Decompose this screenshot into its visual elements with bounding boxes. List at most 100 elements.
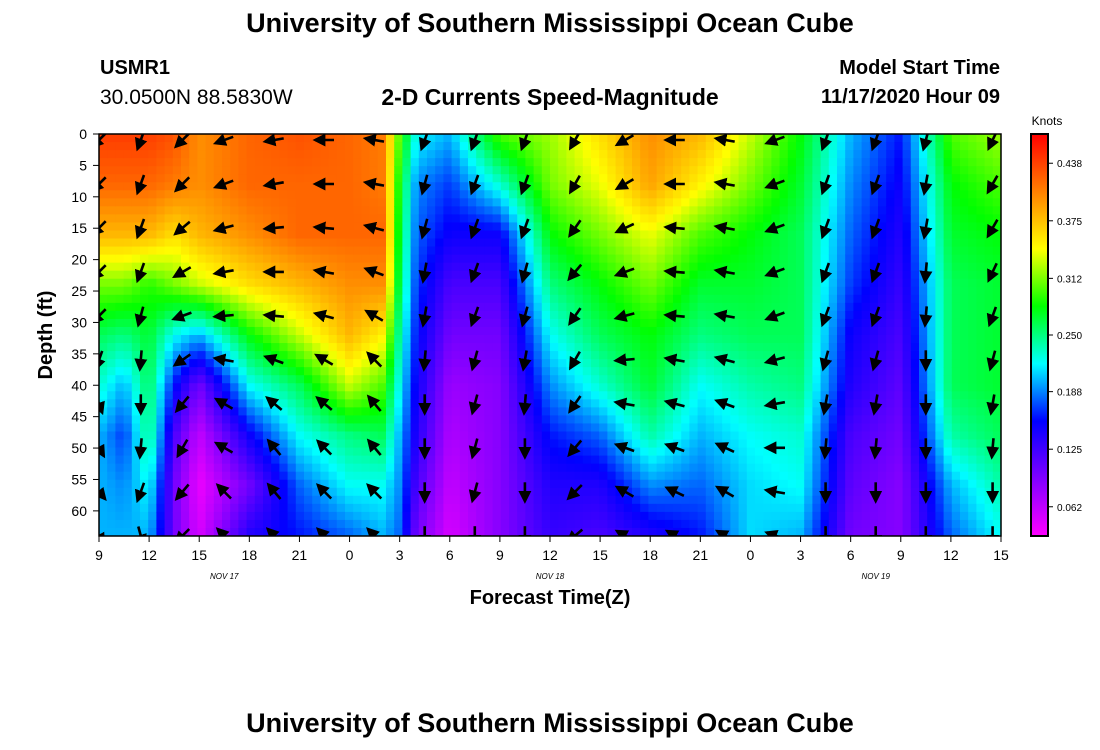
heatmap-cell [484, 262, 494, 272]
heatmap-cell [345, 423, 354, 433]
heatmap-cell [673, 415, 682, 425]
heatmap-cell [377, 367, 387, 376]
heatmap-cell [541, 318, 551, 328]
heatmap-cell [607, 254, 617, 264]
heatmap-cell [599, 431, 608, 441]
heatmap-cell [254, 487, 264, 497]
heatmap-cell [894, 206, 904, 215]
heatmap-cell [435, 359, 444, 368]
heatmap-cell [394, 439, 403, 449]
heatmap-cell [648, 222, 658, 232]
heatmap-cell [738, 262, 748, 272]
heatmap-cell [271, 270, 280, 280]
heatmap-cell [878, 262, 887, 272]
heatmap-cell [172, 214, 182, 224]
heatmap-cell [377, 479, 387, 489]
heatmap-cell [804, 431, 813, 441]
heatmap-cell [886, 174, 895, 183]
heatmap-cell [746, 495, 756, 505]
heatmap-cell [558, 487, 567, 497]
heatmap-cell [459, 262, 469, 272]
heatmap-cell [328, 150, 338, 159]
heatmap-cell [681, 407, 690, 416]
heatmap-cell [427, 182, 436, 191]
heatmap-cell [140, 294, 149, 304]
heatmap-cell [623, 375, 633, 384]
heatmap-cell [107, 527, 116, 536]
heatmap-cell [328, 198, 338, 207]
heatmap-cell [230, 511, 239, 521]
heatmap-cell [238, 383, 248, 392]
heatmap-cell [697, 407, 707, 416]
heatmap-cell [730, 519, 740, 529]
heatmap-cell [787, 439, 797, 449]
heatmap-cell [115, 190, 125, 199]
heatmap-cell [131, 383, 141, 392]
heatmap-cell [394, 463, 403, 473]
heatmap-cell [517, 479, 526, 489]
heatmap-cell [156, 246, 166, 256]
heatmap-cell [377, 286, 387, 296]
heatmap-cell [197, 375, 207, 384]
heatmap-cell [558, 270, 567, 280]
heatmap-cell [230, 134, 239, 143]
heatmap-cell [705, 278, 715, 288]
heatmap-cell [336, 455, 346, 465]
heatmap-cell [787, 294, 797, 304]
heatmap-cell [254, 439, 264, 449]
heatmap-cell [828, 294, 838, 304]
heatmap-cell [796, 359, 805, 368]
heatmap-cell [558, 335, 567, 344]
heatmap-cell [459, 238, 469, 248]
heatmap-cell [746, 455, 756, 465]
heatmap-cell [156, 222, 166, 232]
heatmap-cell [140, 158, 149, 167]
heatmap-cell [869, 166, 879, 175]
heatmap-cell [271, 407, 280, 416]
heatmap-cell [886, 278, 895, 288]
heatmap-cell [541, 455, 551, 465]
heatmap-cell [353, 158, 362, 167]
heatmap-cell [377, 214, 387, 224]
heatmap-cell [238, 294, 248, 304]
heatmap-cell [107, 335, 116, 344]
heatmap-cell [902, 503, 912, 513]
heatmap-cell [263, 230, 272, 240]
heatmap-cell [402, 222, 412, 232]
heatmap-cell [517, 463, 526, 473]
heatmap-cell [607, 431, 617, 441]
heatmap-cell [755, 439, 764, 449]
heatmap-cell [336, 166, 346, 175]
heatmap-cell [878, 519, 887, 529]
heatmap-cell [394, 302, 403, 312]
heatmap-cell [730, 262, 740, 272]
heatmap-cell [517, 335, 526, 344]
heatmap-cell [886, 318, 895, 328]
heatmap-cell [574, 190, 584, 199]
heatmap-cell [312, 254, 321, 264]
heatmap-cell [287, 230, 297, 240]
heatmap-cell [443, 407, 453, 416]
heatmap-cell [632, 326, 641, 336]
heatmap-cell [755, 343, 764, 352]
heatmap-cell [681, 439, 690, 449]
heatmap-cell [468, 431, 477, 441]
heatmap-cell [738, 399, 748, 408]
heatmap-cell [279, 343, 289, 352]
heatmap-cell [615, 254, 625, 264]
heatmap-cell [484, 463, 494, 473]
heatmap-cell [451, 503, 461, 513]
heatmap-cell [468, 471, 477, 481]
heatmap-cell [886, 262, 895, 272]
heatmap-cell [230, 447, 239, 457]
heatmap-cell [623, 479, 633, 489]
heatmap-cell [427, 431, 436, 441]
heatmap-cell [246, 230, 256, 240]
heatmap-cell [410, 463, 420, 473]
heatmap-cell [648, 190, 658, 199]
heatmap-cell [705, 407, 715, 416]
heatmap-cell [435, 190, 444, 199]
heatmap-cell [99, 246, 108, 256]
heatmap-cell [418, 471, 428, 481]
heatmap-cell [148, 150, 157, 159]
